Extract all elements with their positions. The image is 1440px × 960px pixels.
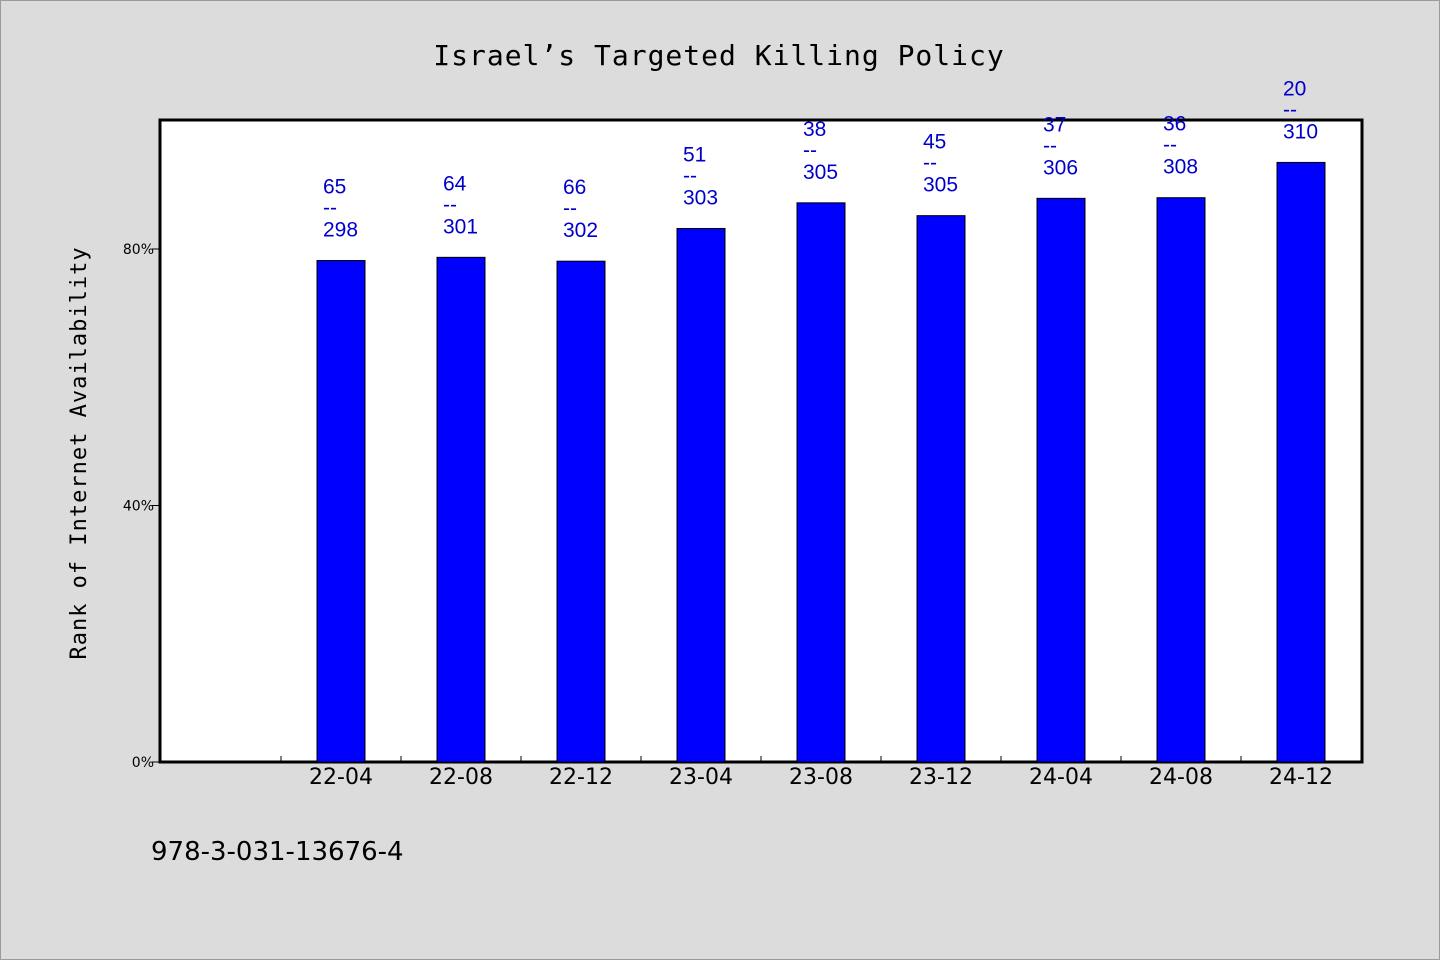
y-axis-label: Rank of Internet Availability xyxy=(67,246,92,659)
data-label-rank: 65 xyxy=(323,176,346,199)
y-tick-label: 80% xyxy=(123,242,154,258)
data-label-total: 302 xyxy=(563,219,598,242)
data-label-rank: 64 xyxy=(443,172,467,195)
bar xyxy=(556,260,606,763)
bar xyxy=(796,202,846,763)
x-tick-label: 24-12 xyxy=(1269,765,1333,790)
data-label-separator: -- xyxy=(563,197,577,220)
bar xyxy=(436,256,486,763)
data-label-total: 298 xyxy=(323,219,358,242)
chart-title: Israel’s Targeted Killing Policy xyxy=(433,39,1004,72)
data-label-total: 301 xyxy=(443,215,478,238)
data-label-separator: -- xyxy=(323,197,337,220)
data-label-separator: -- xyxy=(1283,98,1297,121)
data-label-rank: 38 xyxy=(803,118,826,141)
data-label-rank: 37 xyxy=(1043,113,1066,136)
data-label-separator: -- xyxy=(1163,134,1177,157)
bar xyxy=(676,227,726,763)
bar xyxy=(1156,197,1206,763)
bar xyxy=(1036,197,1086,763)
x-tick-label: 22-08 xyxy=(429,765,493,790)
data-label-rank: 51 xyxy=(683,143,706,166)
x-tick-label: 22-04 xyxy=(309,765,373,790)
data-label-rank: 66 xyxy=(563,176,586,199)
data-label-separator: -- xyxy=(803,139,817,162)
data-label-rank: 20 xyxy=(1283,77,1306,100)
chart-marks: 0%40%80%22-0465--29822-0864--30122-1266-… xyxy=(123,77,1362,790)
data-label-rank: 36 xyxy=(1163,113,1186,136)
bar xyxy=(1276,161,1326,763)
y-tick-label: 0% xyxy=(132,755,154,771)
data-label-total: 303 xyxy=(683,186,718,209)
x-tick-label: 23-12 xyxy=(909,765,973,790)
data-label-rank: 45 xyxy=(923,131,946,154)
data-label-total: 310 xyxy=(1283,120,1318,143)
x-tick-label: 23-04 xyxy=(669,765,733,790)
x-tick-label: 23-08 xyxy=(789,765,853,790)
data-label-separator: -- xyxy=(683,164,697,187)
x-tick-label: 22-12 xyxy=(549,765,613,790)
data-label-total: 305 xyxy=(923,174,958,197)
data-label-total: 306 xyxy=(1043,156,1078,179)
data-label-total: 305 xyxy=(803,161,838,184)
data-label-separator: -- xyxy=(443,193,457,216)
bar xyxy=(916,215,966,763)
isbn-footer: 978-3-031-13676-4 xyxy=(151,837,404,867)
data-label-separator: -- xyxy=(1043,134,1057,157)
data-label-separator: -- xyxy=(923,152,937,175)
x-tick-label: 24-08 xyxy=(1149,765,1213,790)
data-label-total: 308 xyxy=(1163,156,1198,179)
bar xyxy=(316,260,366,763)
y-tick-label: 40% xyxy=(123,499,154,515)
x-tick-label: 24-04 xyxy=(1029,765,1093,790)
